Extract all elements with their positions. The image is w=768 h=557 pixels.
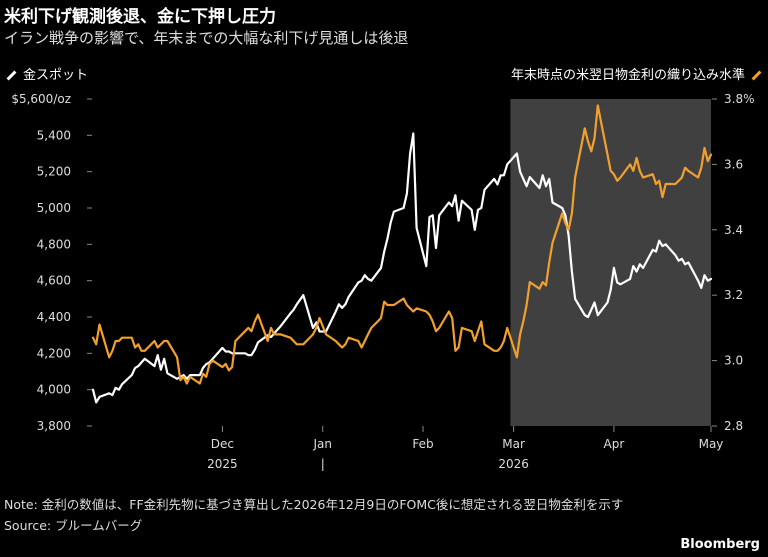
- legend-rate: 年末時点の米翌日物金利の織り込み水準: [511, 64, 762, 83]
- left-tick-label-5: 4,600: [37, 274, 71, 288]
- brand-logo: Bloomberg: [680, 537, 760, 552]
- right-tick-label-4: 3.0: [724, 354, 743, 368]
- left-tick-label-2: 5,200: [37, 165, 71, 179]
- series-line-rate: [91, 104, 713, 385]
- legend-gold: 金スポット: [6, 64, 88, 83]
- left-tick-label-0: $5,600/oz: [11, 92, 71, 106]
- page-subtitle: イラン戦争の影響で、年末までの大幅な利下げ見通しは後退: [4, 29, 409, 47]
- left-tick-label-1: 5,400: [37, 128, 71, 142]
- year-label-1: |: [321, 457, 325, 471]
- year-label-0: 2025: [207, 457, 238, 471]
- chart-note: Note: 金利の数値は、FF金利先物に基づき算出した2026年12月9日のFO…: [4, 497, 624, 512]
- x-tick-label-4: Apr: [604, 437, 625, 451]
- left-tick-label-8: 4,000: [37, 383, 71, 397]
- x-tick-label-0: Dec: [211, 437, 234, 451]
- right-tick-label-2: 3.4: [724, 223, 743, 237]
- page-title: 米利下げ観測後退、金に下押し圧力: [4, 7, 276, 27]
- legend-rate-label: 年末時点の米翌日物金利の織り込み水準: [510, 68, 745, 83]
- left-tick-label-4: 4,800: [37, 237, 71, 251]
- right-tick-label-3: 3.2: [724, 288, 743, 302]
- x-tick-label-1: Jan: [312, 437, 332, 451]
- left-tick-label-9: 3,800: [37, 419, 71, 433]
- chart-source: Source: ブルームバーグ: [4, 518, 143, 533]
- series-line-gold: [91, 132, 713, 404]
- right-tick-label-5: 2.8: [724, 419, 743, 433]
- x-tick-label-5: May: [699, 437, 724, 451]
- left-tick-label-6: 4,400: [37, 310, 71, 324]
- x-tick-label-2: Feb: [412, 437, 433, 451]
- year-label-2: 2026: [498, 457, 529, 471]
- right-tick-label-1: 3.6: [724, 157, 743, 171]
- shaded-region: [510, 99, 711, 426]
- legend-gold-label: 金スポット: [23, 68, 89, 83]
- right-tick-label-0: 3.8%: [724, 92, 755, 106]
- left-tick-label-7: 4,200: [37, 346, 71, 360]
- x-tick-label-3: Mar: [502, 437, 525, 451]
- left-tick-label-3: 5,000: [37, 201, 71, 215]
